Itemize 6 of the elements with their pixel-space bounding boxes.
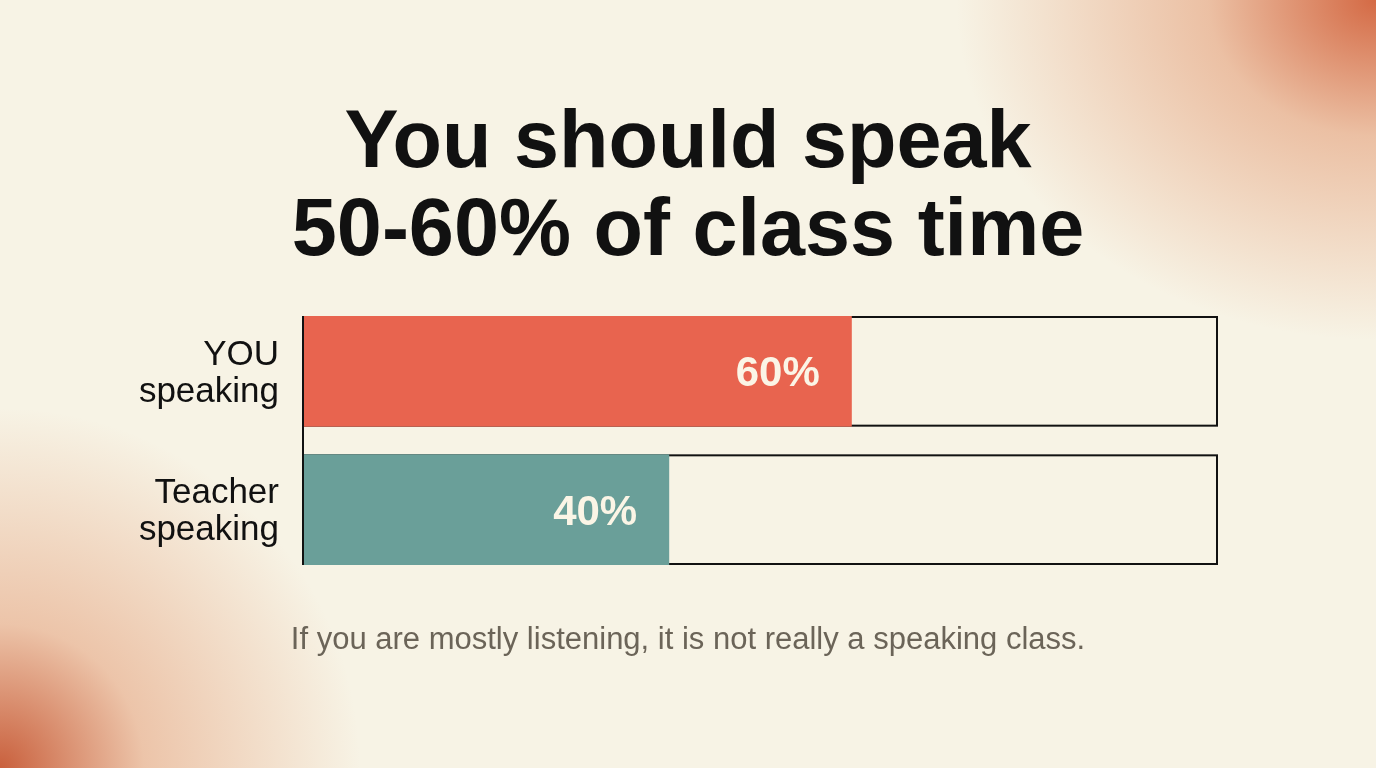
data-label: 60% [735,348,820,396]
chart-title: You should speak 50-60% of class time [291,94,1085,272]
y-tick-label: Teacher speaking [138,471,280,548]
y-tick-label: YOU speaking [138,332,279,409]
data-label: 40% [553,486,638,534]
text: If you are mostly listening, it is not really a speaking class. [290,621,1086,656]
